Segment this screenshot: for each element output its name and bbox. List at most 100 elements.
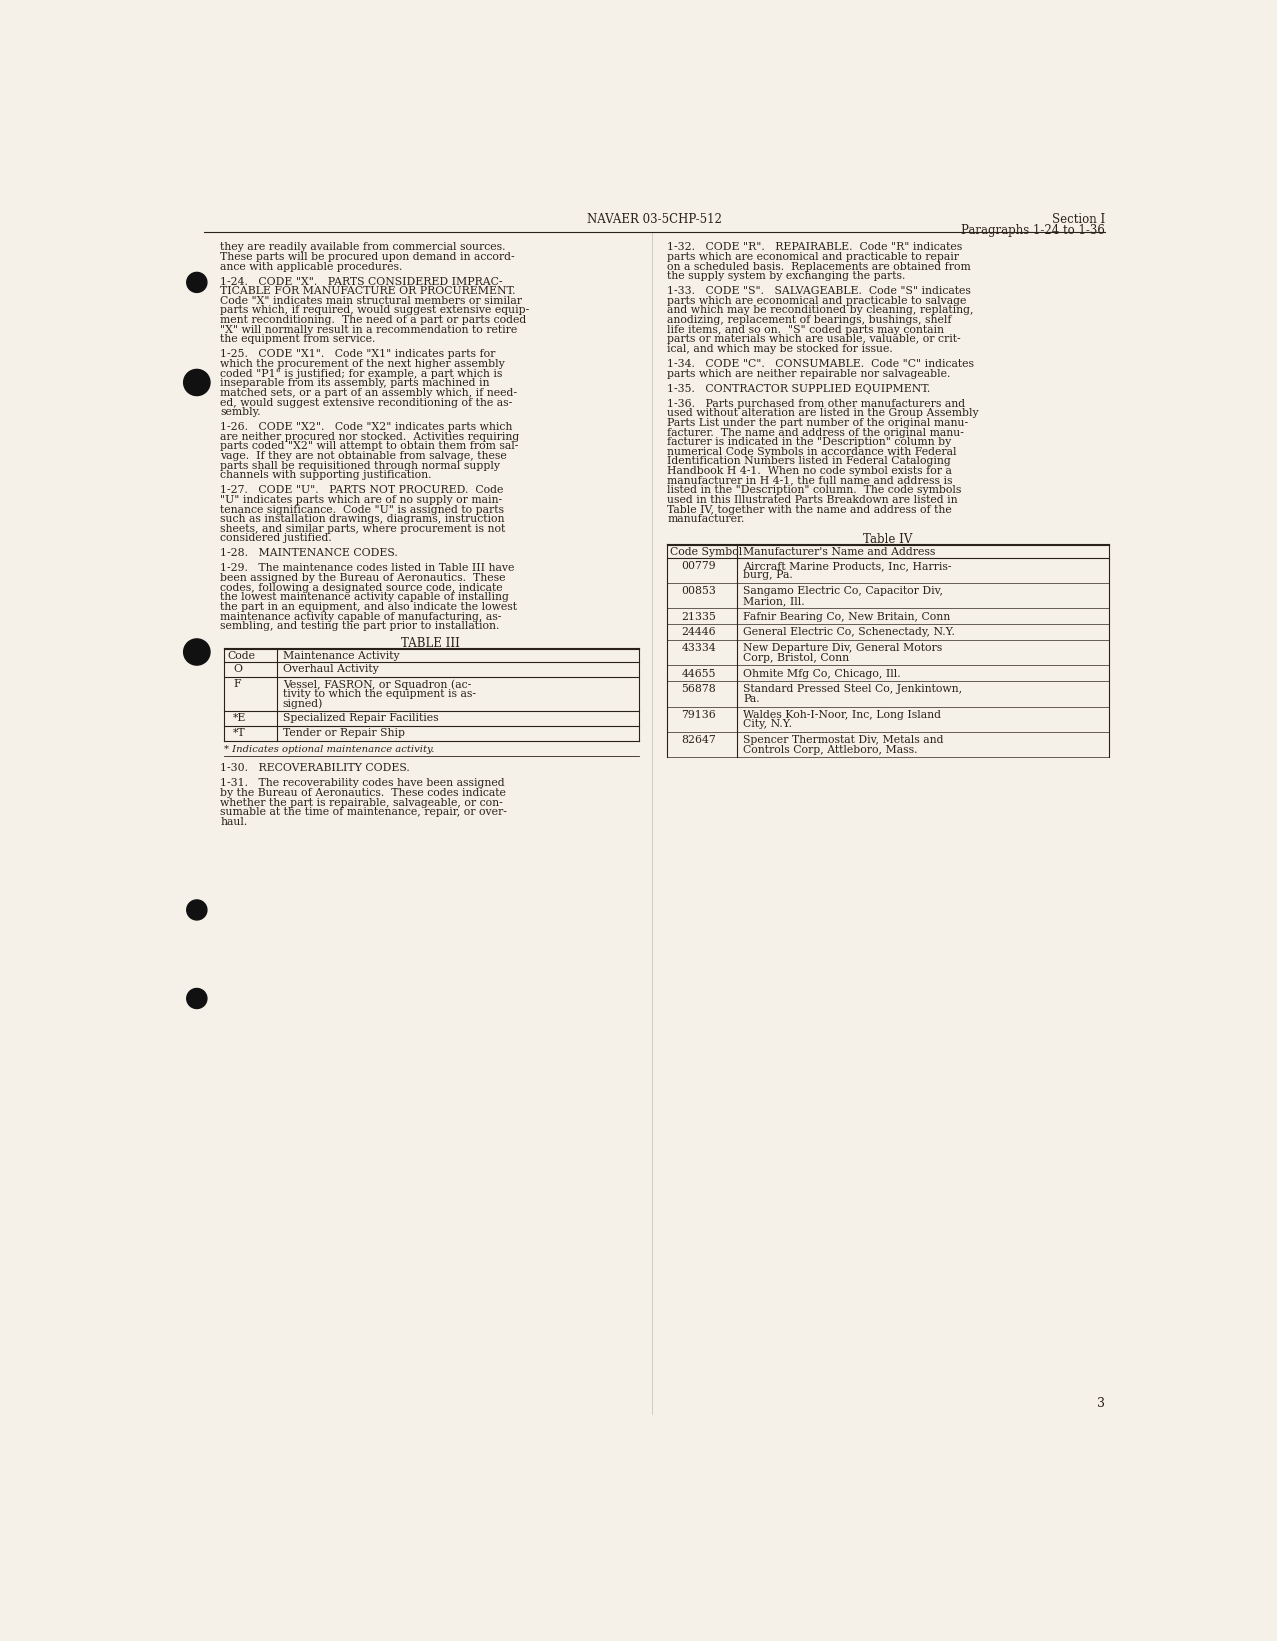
Text: Code: Code (227, 651, 255, 661)
Text: such as installation drawings, diagrams, instruction: such as installation drawings, diagrams,… (220, 514, 504, 523)
Text: These parts will be procured upon demand in accord-: These parts will be procured upon demand… (220, 253, 515, 263)
Text: burg, Pa.: burg, Pa. (743, 571, 793, 581)
Text: Sangamo Electric Co, Capacitor Div,: Sangamo Electric Co, Capacitor Div, (743, 586, 944, 596)
Text: and which may be reconditioned by cleaning, replating,: and which may be reconditioned by cleani… (668, 305, 974, 315)
Text: Spencer Thermostat Div, Metals and: Spencer Thermostat Div, Metals and (743, 735, 944, 745)
Text: parts which are economical and practicable to salvage: parts which are economical and practicab… (668, 295, 967, 305)
Text: Section I: Section I (1052, 213, 1105, 226)
Text: tivity to which the equipment is as-: tivity to which the equipment is as- (282, 689, 476, 699)
Text: been assigned by the Bureau of Aeronautics.  These: been assigned by the Bureau of Aeronauti… (220, 573, 506, 583)
Text: ical, and which may be stocked for issue.: ical, and which may be stocked for issue… (668, 345, 893, 354)
Text: codes, following a designated source code, indicate: codes, following a designated source cod… (220, 583, 503, 592)
Text: the part in an equipment, and also indicate the lowest: the part in an equipment, and also indic… (220, 602, 517, 612)
Text: sheets, and similar parts, where procurement is not: sheets, and similar parts, where procure… (220, 523, 506, 533)
Text: Corp, Bristol, Conn: Corp, Bristol, Conn (743, 653, 849, 663)
Text: parts which are neither repairable nor salvageable.: parts which are neither repairable nor s… (668, 369, 950, 379)
Text: tenance significance.  Code "U" is assigned to parts: tenance significance. Code "U" is assign… (220, 504, 504, 515)
Text: Overhaul Activity: Overhaul Activity (282, 665, 378, 674)
Text: 3: 3 (1097, 1398, 1105, 1411)
Text: New Departure Div, General Motors: New Departure Div, General Motors (743, 643, 942, 653)
Text: *T: *T (234, 729, 246, 738)
Text: they are readily available from commercial sources.: they are readily available from commerci… (220, 243, 506, 253)
Text: the supply system by exchanging the parts.: the supply system by exchanging the part… (668, 271, 905, 281)
Text: 1-24.   CODE "X".   PARTS CONSIDERED IMPRAC-: 1-24. CODE "X". PARTS CONSIDERED IMPRAC- (220, 277, 503, 287)
Text: sumable at the time of maintenance, repair, or over-: sumable at the time of maintenance, repa… (220, 807, 507, 817)
Text: 00853: 00853 (681, 586, 716, 596)
Text: Identification Numbers listed in Federal Cataloging: Identification Numbers listed in Federal… (668, 456, 951, 466)
Text: inseparable from its assembly, parts machined in: inseparable from its assembly, parts mac… (220, 379, 489, 389)
Text: Manufacturer's Name and Address: Manufacturer's Name and Address (743, 546, 936, 556)
Text: parts or materials which are usable, valuable, or crit-: parts or materials which are usable, val… (668, 335, 960, 345)
Text: ment reconditioning.  The need of a part or parts coded: ment reconditioning. The need of a part … (220, 315, 526, 325)
Text: Code "X" indicates main structural members or similar: Code "X" indicates main structural membe… (220, 295, 522, 305)
Text: Ohmite Mfg Co, Chicago, Ill.: Ohmite Mfg Co, Chicago, Ill. (743, 668, 900, 678)
Text: General Electric Co, Schenectady, N.Y.: General Electric Co, Schenectady, N.Y. (743, 627, 955, 637)
Text: 82647: 82647 (681, 735, 716, 745)
Text: ance with applicable procedures.: ance with applicable procedures. (220, 261, 402, 272)
Text: by the Bureau of Aeronautics.  These codes indicate: by the Bureau of Aeronautics. These code… (220, 788, 506, 798)
Text: ed, would suggest extensive reconditioning of the as-: ed, would suggest extensive reconditioni… (220, 397, 512, 407)
Text: sembly.: sembly. (220, 407, 261, 417)
Text: whether the part is repairable, salvageable, or con-: whether the part is repairable, salvagea… (220, 798, 503, 807)
Text: 1-35.   CONTRACTOR SUPPLIED EQUIPMENT.: 1-35. CONTRACTOR SUPPLIED EQUIPMENT. (668, 384, 931, 394)
Text: on a scheduled basis.  Replacements are obtained from: on a scheduled basis. Replacements are o… (668, 261, 971, 272)
Text: 1-34.   CODE "C".   CONSUMABLE.  Code "C" indicates: 1-34. CODE "C". CONSUMABLE. Code "C" ind… (668, 359, 974, 369)
Text: parts which are economical and practicable to repair: parts which are economical and practicab… (668, 253, 959, 263)
Text: parts shall be requisitioned through normal supply: parts shall be requisitioned through nor… (220, 461, 501, 471)
Text: Vessel, FASRON, or Squadron (ac-: Vessel, FASRON, or Squadron (ac- (282, 679, 471, 689)
Text: 1-30.   RECOVERABILITY CODES.: 1-30. RECOVERABILITY CODES. (220, 763, 410, 773)
Text: O: O (234, 665, 243, 674)
Text: Table IV, together with the name and address of the: Table IV, together with the name and add… (668, 504, 951, 515)
Text: 1-33.   CODE "S".   SALVAGEABLE.  Code "S" indicates: 1-33. CODE "S". SALVAGEABLE. Code "S" in… (668, 286, 971, 297)
Text: 1-27.   CODE "U".   PARTS NOT PROCURED.  Code: 1-27. CODE "U". PARTS NOT PROCURED. Code (220, 486, 503, 496)
Text: haul.: haul. (220, 817, 248, 827)
Text: City, N.Y.: City, N.Y. (743, 719, 792, 729)
Text: listed in the "Description" column.  The code symbols: listed in the "Description" column. The … (668, 486, 962, 496)
Text: numerical Code Symbols in accordance with Federal: numerical Code Symbols in accordance wit… (668, 446, 956, 456)
Text: Marion, Ill.: Marion, Ill. (743, 596, 805, 606)
Text: Handbook H 4-1.  When no code symbol exists for a: Handbook H 4-1. When no code symbol exis… (668, 466, 953, 476)
Text: Parts List under the part number of the original manu-: Parts List under the part number of the … (668, 418, 968, 428)
Text: 1-36.   Parts purchased from other manufacturers and: 1-36. Parts purchased from other manufac… (668, 399, 965, 409)
Text: 1-31.   The recoverability codes have been assigned: 1-31. The recoverability codes have been… (220, 778, 504, 788)
Text: Aircraft Marine Products, Inc, Harris-: Aircraft Marine Products, Inc, Harris- (743, 561, 951, 571)
Text: *E: *E (234, 714, 246, 724)
Text: used without alteration are listed in the Group Assembly: used without alteration are listed in th… (668, 409, 979, 418)
Text: NAVAER 03-5CHP-512: NAVAER 03-5CHP-512 (586, 213, 722, 226)
Text: vage.  If they are not obtainable from salvage, these: vage. If they are not obtainable from sa… (220, 451, 507, 461)
Text: Controls Corp, Attleboro, Mass.: Controls Corp, Attleboro, Mass. (743, 745, 918, 755)
Text: 43334: 43334 (681, 643, 716, 653)
Text: anodizing, replacement of bearings, bushings, shelf: anodizing, replacement of bearings, bush… (668, 315, 951, 325)
Text: 1-25.   CODE "X1".   Code "X1" indicates parts for: 1-25. CODE "X1". Code "X1" indicates par… (220, 350, 495, 359)
Text: facturer.  The name and address of the original manu-: facturer. The name and address of the or… (668, 428, 964, 438)
Text: 24446: 24446 (681, 627, 716, 637)
Text: manufacturer.: manufacturer. (668, 514, 744, 523)
Text: the equipment from service.: the equipment from service. (220, 335, 375, 345)
Text: Waldes Koh-I-Noor, Inc, Long Island: Waldes Koh-I-Noor, Inc, Long Island (743, 711, 941, 720)
Text: Code Symbol: Code Symbol (670, 546, 743, 556)
Text: 1-28.   MAINTENANCE CODES.: 1-28. MAINTENANCE CODES. (220, 548, 398, 558)
Text: "X" will normally result in a recommendation to retire: "X" will normally result in a recommenda… (220, 325, 517, 335)
Text: 56878: 56878 (681, 684, 716, 694)
Text: considered justified.: considered justified. (220, 533, 332, 543)
Text: Standard Pressed Steel Co, Jenkintown,: Standard Pressed Steel Co, Jenkintown, (743, 684, 963, 694)
Text: life items, and so on.  "S" coded parts may contain: life items, and so on. "S" coded parts m… (668, 325, 944, 335)
Text: Fafnir Bearing Co, New Britain, Conn: Fafnir Bearing Co, New Britain, Conn (743, 612, 950, 622)
Text: facturer is indicated in the "Description" column by: facturer is indicated in the "Descriptio… (668, 437, 951, 446)
Text: TICABLE FOR MANUFACTURE OR PROCUREMENT.: TICABLE FOR MANUFACTURE OR PROCUREMENT. (220, 286, 516, 297)
Text: coded "P1" is justified; for example, a part which is: coded "P1" is justified; for example, a … (220, 369, 502, 379)
Text: sembling, and testing the part prior to installation.: sembling, and testing the part prior to … (220, 622, 499, 632)
Text: 44655: 44655 (681, 668, 715, 678)
Circle shape (184, 369, 209, 395)
Text: channels with supporting justification.: channels with supporting justification. (220, 471, 432, 481)
Text: Specialized Repair Facilities: Specialized Repair Facilities (282, 714, 438, 724)
Text: TABLE III: TABLE III (401, 637, 460, 650)
Text: "U" indicates parts which are of no supply or main-: "U" indicates parts which are of no supp… (220, 496, 502, 505)
Circle shape (184, 638, 209, 665)
Text: signed): signed) (282, 697, 323, 709)
Text: used in this Illustrated Parts Breakdown are listed in: used in this Illustrated Parts Breakdown… (668, 496, 958, 505)
Text: parts coded "X2" will attempt to obtain them from sal-: parts coded "X2" will attempt to obtain … (220, 441, 518, 451)
Text: parts which, if required, would suggest extensive equip-: parts which, if required, would suggest … (220, 305, 530, 315)
Text: Maintenance Activity: Maintenance Activity (282, 651, 400, 661)
Text: 21335: 21335 (681, 612, 716, 622)
